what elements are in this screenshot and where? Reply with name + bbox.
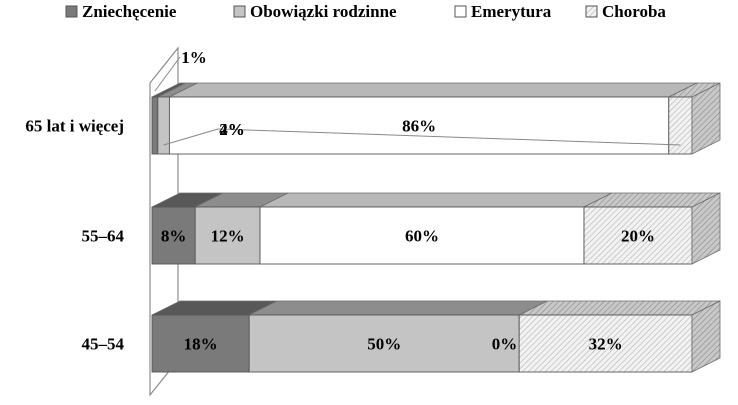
data-label-45-54-zniechecenie: 18% xyxy=(184,335,218,354)
legend-label-choroba: Choroba xyxy=(602,2,666,21)
category-label-55-64: 55–64 xyxy=(82,227,125,246)
bars xyxy=(151,82,721,373)
leader-line xyxy=(154,56,181,92)
legend-label-emerytura: Emerytura xyxy=(471,2,552,21)
legend-label-zniechecenie: Zniechęcenie xyxy=(82,2,177,21)
bar-65-lat-i-wiecej-choroba xyxy=(668,82,721,155)
legend: Zniechęcenie Obowiązki rodzinne Emerytura C… xyxy=(65,2,666,21)
leader-line xyxy=(163,128,219,146)
data-label-45-54-emerytura: 0% xyxy=(492,335,518,354)
category-label-65-lat-i-wiecej: 65 lat i więcej xyxy=(25,117,124,136)
legend-swatch-zniechecenie xyxy=(65,5,78,18)
bar-side-65-lat-i-wiecej xyxy=(691,82,721,155)
bar-side-55-64 xyxy=(691,192,721,265)
data-label-65-lat-i-wiecej-emerytura: 86% xyxy=(402,117,436,136)
data-label-65-lat-i-wiecej-choroba: 4% xyxy=(219,120,245,139)
leader-line xyxy=(217,128,681,146)
bar-45-54-obowiazki-rodzinne xyxy=(248,300,548,373)
bar-side-45-54 xyxy=(691,300,721,373)
data-label-45-54-obowiazki-rodzinne: 50% xyxy=(367,335,401,354)
data-label-55-64-obowiazki-rodzinne: 12% xyxy=(211,227,245,246)
bar-55-64-choroba xyxy=(583,192,721,265)
data-label-55-64-zniechecenie: 8% xyxy=(161,227,187,246)
bar-55-64-emerytura xyxy=(259,192,613,265)
legend-swatch-obowiazki-rodzinne xyxy=(233,5,246,18)
legend-swatch-choroba xyxy=(585,5,598,18)
legend-label-obowiazki-rodzinne: Obowiązki rodzinne xyxy=(250,2,397,21)
category-label-45-54: 45–54 xyxy=(82,335,125,354)
legend-swatch-emerytura xyxy=(454,5,467,18)
bar-55-64-obowiazki-rodzinne xyxy=(194,192,289,265)
bar-45-54-choroba xyxy=(518,300,721,373)
category-labels: 65 lat i więcej 55–64 45–54 xyxy=(25,117,124,354)
data-label-55-64-choroba: 20% xyxy=(621,227,655,246)
data-label-55-64-emerytura: 60% xyxy=(405,227,439,246)
data-label-65-lat-i-wiecej-zniechecenie: 1% xyxy=(181,48,207,67)
data-labels: 1%2% 86%4%8% 12% 60% 20%18% 50% 0% 32% xyxy=(154,48,681,354)
bar-55-64-zniechecenie xyxy=(151,192,224,265)
data-label-45-54-choroba: 32% xyxy=(589,335,623,354)
bar-45-54-zniechecenie xyxy=(151,300,278,373)
bar-65-lat-i-wiecej-emerytura xyxy=(168,82,697,155)
